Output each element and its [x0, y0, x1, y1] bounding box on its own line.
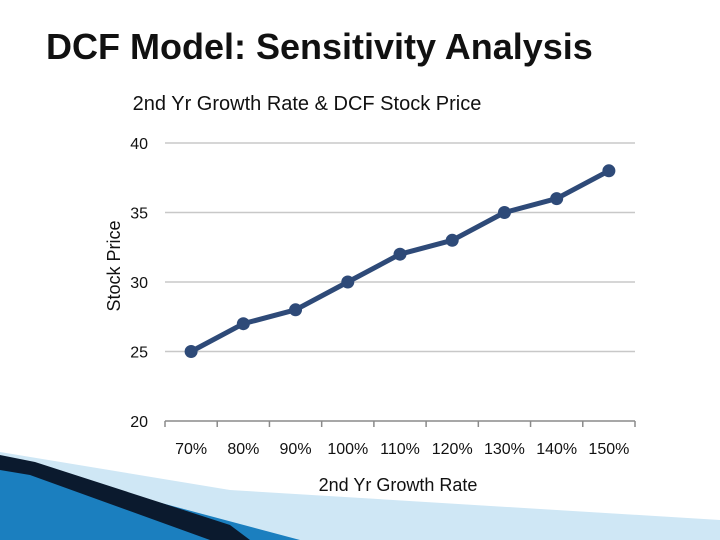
data-point: [393, 247, 407, 261]
y-tick-label: 35: [130, 206, 148, 223]
x-tick-label: 110%: [380, 441, 420, 458]
y-axis-label: Stock Price: [104, 220, 124, 311]
y-tick-label: 40: [130, 136, 148, 153]
x-tick-labels: 70% 80% 90% 100% 110% 120% 130% 140% 150%: [175, 441, 629, 458]
x-tick-label: 70%: [175, 441, 207, 458]
series-layer: [184, 164, 616, 358]
x-tick-label: 90%: [280, 441, 312, 458]
y-tick-label: 25: [130, 345, 148, 362]
gridlines: [165, 142, 635, 353]
slide-title: DCF Model: Sensitivity Analysis: [46, 26, 593, 67]
data-point: [550, 192, 564, 206]
x-tick-label: 130%: [484, 441, 525, 458]
chart-title: 2nd Yr Growth Rate & DCF Stock Price: [133, 93, 482, 115]
x-tick-label: 100%: [327, 441, 368, 458]
x-tick-label: 150%: [588, 441, 629, 458]
data-point: [236, 317, 250, 331]
y-tick-labels: 20 25 30 35 40: [130, 136, 148, 431]
data-point: [497, 206, 511, 219]
y-tick-label: 30: [130, 275, 148, 292]
x-tick-label: 140%: [536, 441, 577, 458]
data-point: [289, 303, 303, 317]
data-point: [184, 345, 198, 358]
x-tick-label: 80%: [227, 441, 259, 458]
data-point: [341, 275, 355, 289]
data-point: [602, 164, 616, 178]
data-point: [445, 233, 459, 247]
y-tick-label: 20: [130, 414, 148, 431]
x-axis-label: 2nd Yr Growth Rate: [319, 475, 478, 495]
axes: [164, 420, 636, 427]
x-tick-label: 120%: [432, 441, 473, 458]
series-line: [189, 168, 611, 354]
